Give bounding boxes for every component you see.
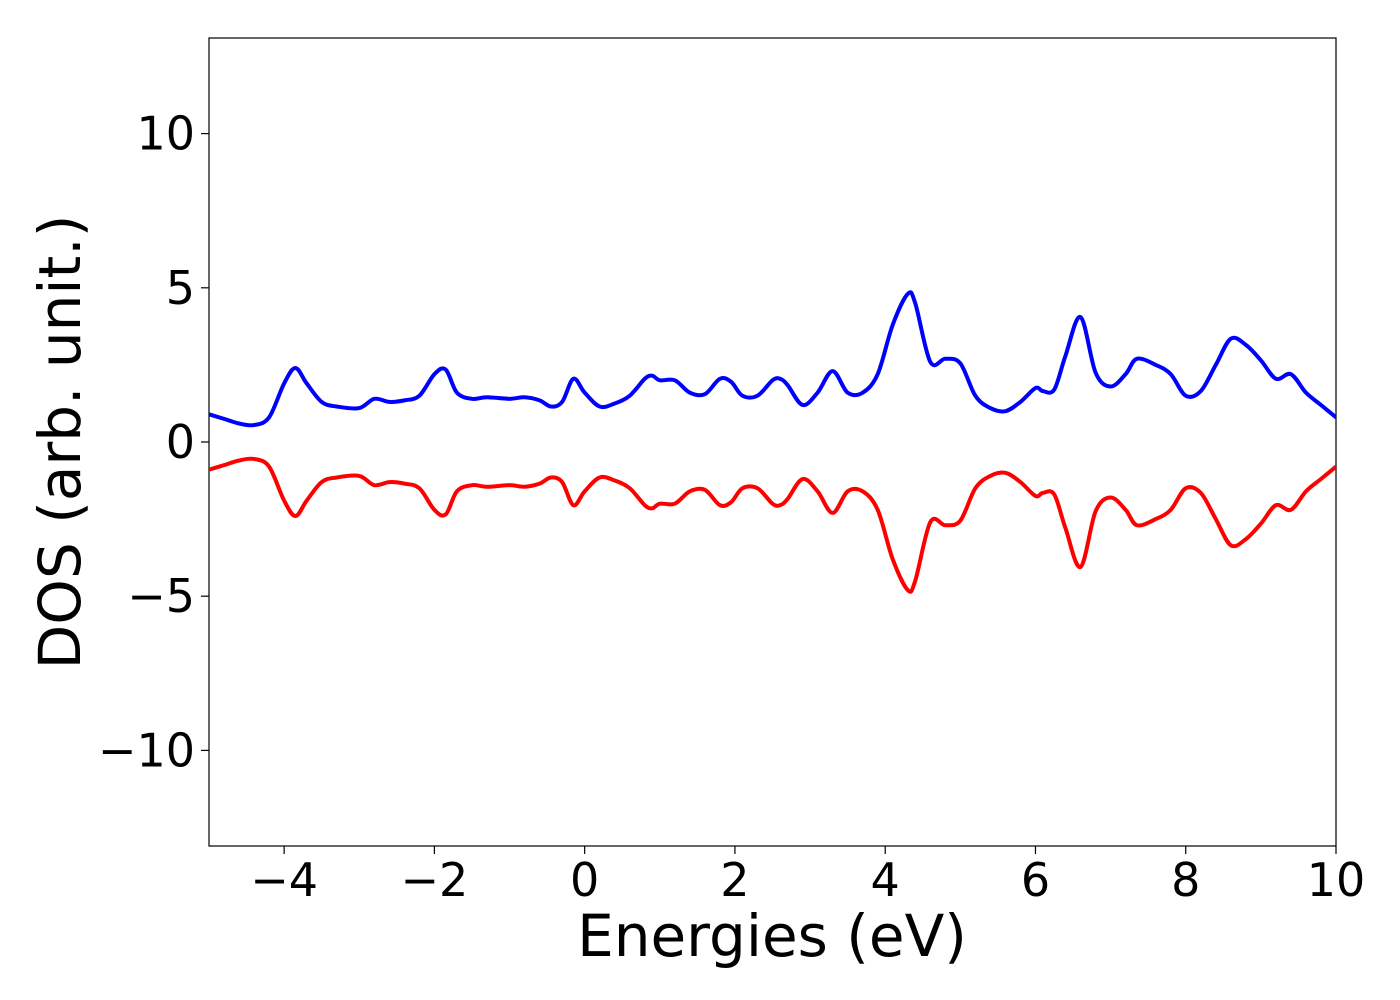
plot-area	[208, 37, 1337, 847]
x-tick-label: 8	[1171, 853, 1200, 907]
x-tick-label: −4	[250, 853, 318, 907]
x-tick-label: 6	[1021, 853, 1050, 907]
x-axis-ticks: −4 −2 0 2 4 6 8 10	[250, 846, 1365, 907]
y-tick-label: 5	[166, 261, 195, 315]
x-tick-label: 10	[1307, 853, 1366, 907]
y-tick-label: 10	[136, 107, 195, 161]
y-tick-label: −10	[98, 723, 195, 777]
x-tick-label: 0	[570, 853, 599, 907]
y-tick-label: 0	[166, 415, 195, 469]
x-axis-label: Energies (eV)	[577, 902, 967, 970]
y-axis-ticks: −10 −5 0 5 10	[98, 107, 209, 777]
series-layer	[209, 290, 1336, 594]
y-axis-label: DOS (arb. unit.)	[26, 215, 94, 670]
y-tick-label: −5	[127, 569, 195, 623]
x-tick-label: −2	[400, 853, 468, 907]
spin-down-dos-line	[209, 456, 1336, 594]
spin-up-dos-line	[209, 290, 1336, 428]
x-tick-label: 4	[871, 853, 900, 907]
x-tick-label: 2	[720, 853, 749, 907]
